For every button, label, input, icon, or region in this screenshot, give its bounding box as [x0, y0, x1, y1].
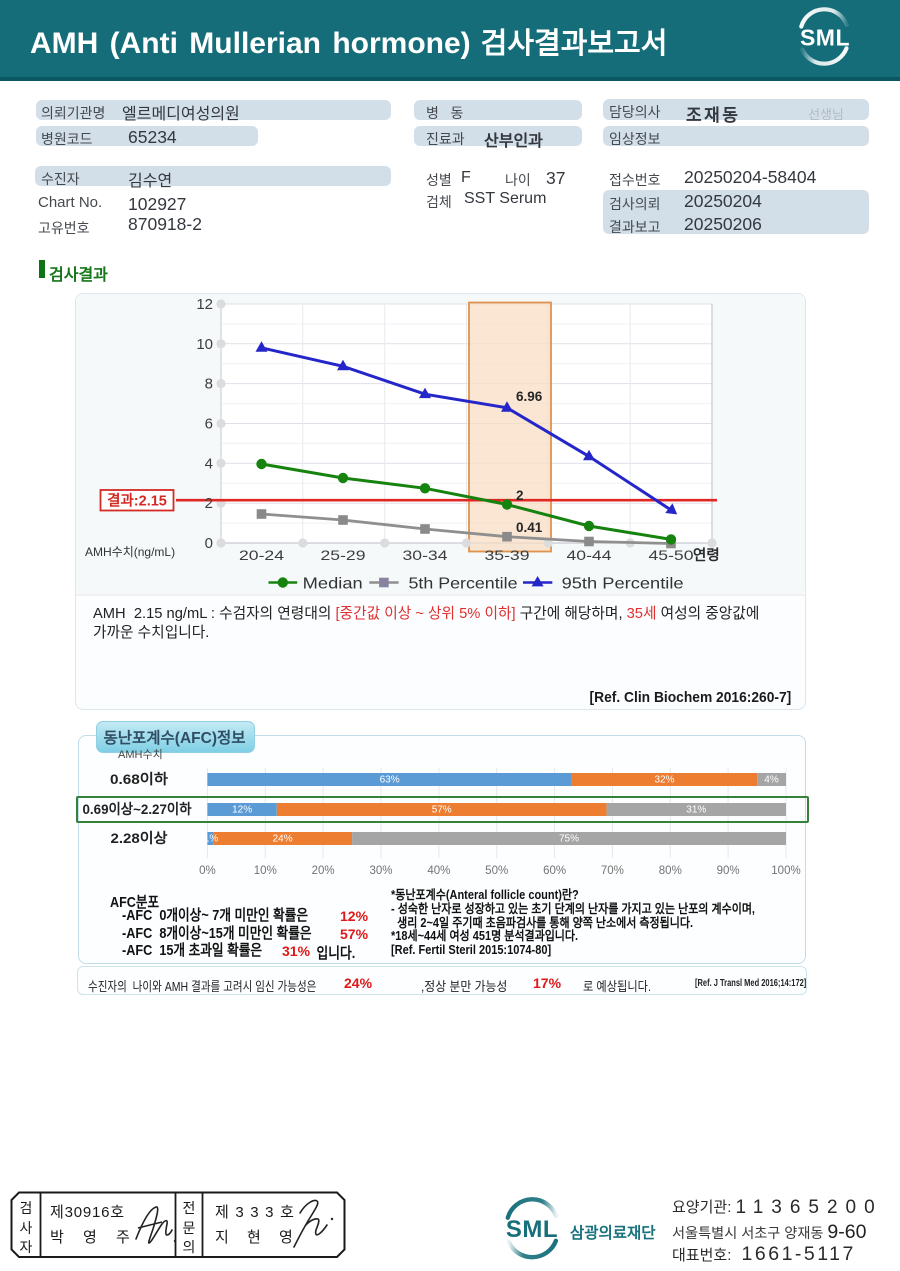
- svg-text:100%: 100%: [771, 865, 800, 877]
- svg-text:6.96: 6.96: [516, 389, 543, 404]
- svg-text:10: 10: [196, 336, 213, 353]
- svg-text:75%: 75%: [559, 834, 579, 845]
- svg-text:80%: 80%: [659, 865, 682, 877]
- svg-text:결과:2.15: 결과:2.15: [107, 492, 167, 510]
- svg-text:50%: 50%: [485, 865, 508, 877]
- svg-text:연령: 연령: [693, 547, 720, 564]
- svg-text:Median: Median: [303, 576, 363, 593]
- svg-text:6: 6: [205, 416, 213, 433]
- svg-text:63%: 63%: [380, 775, 400, 786]
- svg-text:2.28이상: 2.28이상: [111, 830, 168, 846]
- svg-text:지: 지: [215, 1229, 229, 1246]
- svg-text:5th Percentile: 5th Percentile: [409, 576, 518, 593]
- svg-text:12: 12: [196, 296, 213, 313]
- svg-text:20%: 20%: [312, 865, 335, 877]
- svg-text:영: 영: [83, 1229, 97, 1246]
- svg-text:30%: 30%: [369, 865, 392, 877]
- svg-text:2: 2: [516, 488, 524, 503]
- svg-text:제30916호: 제30916호: [50, 1204, 125, 1221]
- svg-text:90%: 90%: [717, 865, 740, 877]
- svg-text:박: 박: [50, 1229, 64, 1246]
- svg-text:20-24: 20-24: [239, 547, 284, 563]
- svg-text:35-39: 35-39: [485, 547, 530, 563]
- svg-text:검: 검: [20, 1200, 33, 1216]
- svg-text:주: 주: [116, 1229, 130, 1246]
- svg-text:영: 영: [279, 1229, 293, 1246]
- svg-text:57%: 57%: [432, 805, 452, 816]
- svg-text:24%: 24%: [273, 834, 293, 845]
- svg-text:4%: 4%: [764, 775, 779, 786]
- svg-text:12%: 12%: [232, 805, 252, 816]
- svg-text:의: 의: [183, 1239, 196, 1255]
- svg-text:25-29: 25-29: [321, 547, 366, 563]
- svg-text:4: 4: [205, 455, 213, 472]
- svg-text:8: 8: [205, 376, 213, 393]
- svg-text:60%: 60%: [543, 865, 566, 877]
- svg-text:70%: 70%: [601, 865, 624, 877]
- svg-text:현: 현: [247, 1229, 261, 1246]
- svg-text:10%: 10%: [254, 865, 277, 877]
- svg-text:0.69이상~2.27이하: 0.69이상~2.27이하: [83, 801, 192, 817]
- svg-text:0.41: 0.41: [516, 520, 543, 535]
- svg-text:문: 문: [183, 1220, 196, 1236]
- svg-text:사: 사: [20, 1220, 33, 1236]
- svg-text:SML: SML: [800, 25, 850, 51]
- svg-text:자: 자: [20, 1239, 33, 1255]
- svg-text:SML: SML: [506, 1216, 558, 1243]
- svg-text:40-44: 40-44: [567, 547, 612, 563]
- svg-text:32%: 32%: [654, 775, 674, 786]
- svg-text:1%: 1%: [204, 834, 219, 845]
- svg-text:AMH수치: AMH수치: [118, 748, 163, 761]
- svg-text:AMH수치(ng/mL): AMH수치(ng/mL): [85, 545, 175, 559]
- svg-text:45-50: 45-50: [649, 547, 694, 563]
- svg-text:제 3 3 3 호: 제 3 3 3 호: [215, 1204, 295, 1221]
- svg-text:0.68이하: 0.68이하: [110, 771, 168, 787]
- svg-text:31%: 31%: [686, 805, 706, 816]
- svg-text:0: 0: [205, 535, 213, 552]
- svg-text:전: 전: [183, 1200, 196, 1216]
- svg-text:0%: 0%: [199, 865, 216, 877]
- svg-text:95th Percentile: 95th Percentile: [562, 576, 684, 593]
- svg-text:40%: 40%: [427, 865, 450, 877]
- svg-text:30-34: 30-34: [403, 547, 448, 563]
- svg-text:2: 2: [205, 495, 213, 512]
